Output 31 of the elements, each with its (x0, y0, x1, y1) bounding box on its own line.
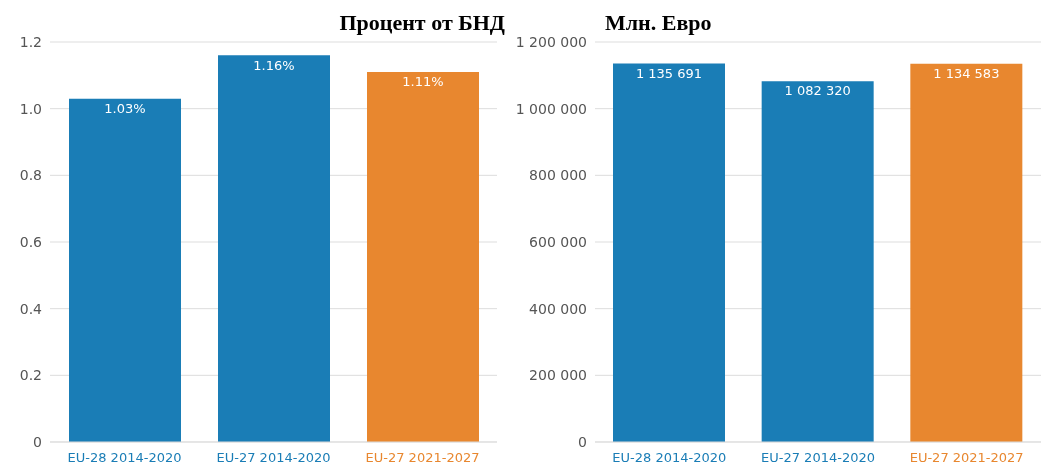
y-tick-label: 1 000 000 (515, 100, 587, 117)
bar (69, 98, 181, 442)
data-label: 1 134 583 (933, 66, 1000, 82)
y-tick-label: 1.2 (19, 33, 42, 50)
y-tick-label: 0.2 (19, 367, 42, 384)
chart-title: Млн. Евро (605, 10, 712, 36)
y-tick-label: 1 200 000 (515, 33, 587, 50)
data-label: 1.11% (402, 74, 444, 90)
data-label: 1.03% (104, 100, 146, 116)
y-tick-label: 800 000 (529, 167, 587, 184)
y-tick-label: 0 (578, 433, 587, 450)
data-label: 1 135 691 (635, 65, 703, 81)
x-tick-label: EU-27 2021-2027 (365, 450, 480, 465)
chart-title: Процент от БНД (339, 10, 505, 35)
x-tick-label: EU-27 2014-2020 (216, 450, 331, 465)
bar (367, 72, 479, 442)
x-tick-label: EU-28 2014-2020 (612, 450, 727, 465)
y-tick-label: 0.6 (19, 233, 43, 250)
y-tick-label: 0.4 (19, 300, 43, 317)
y-tick-label: 400 000 (529, 300, 587, 317)
y-tick-label: 1.0 (19, 100, 42, 117)
y-tick-label: 0 (33, 433, 42, 450)
y-tick-label: 200 000 (529, 367, 587, 384)
x-tick-label: EU-28 2014-2020 (67, 450, 182, 465)
x-tick-label: EU-27 2021-2027 (909, 450, 1024, 465)
data-label: 1 082 320 (784, 83, 851, 99)
x-tick-label: EU-27 2014-2020 (761, 450, 875, 465)
data-label: 1.16% (253, 57, 295, 73)
y-tick-label: 600 000 (529, 233, 587, 250)
y-tick-label: 0.8 (19, 167, 42, 184)
bar (218, 55, 330, 442)
